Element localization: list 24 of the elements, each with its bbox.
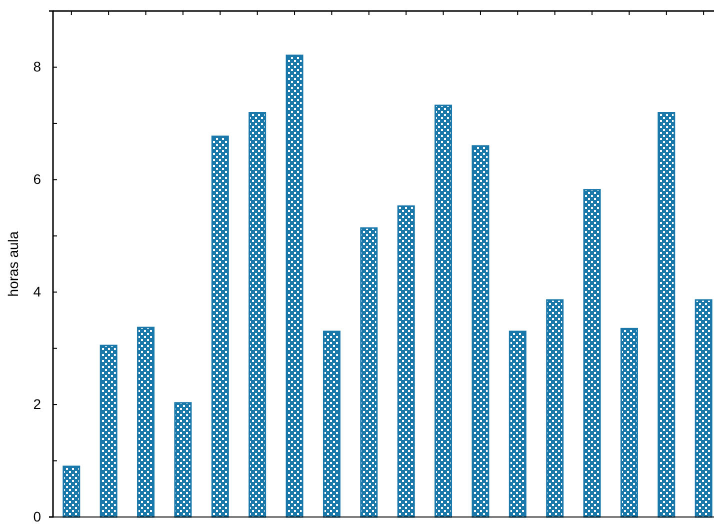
y-axis-title: horas aula (5, 231, 21, 297)
bar (620, 328, 638, 518)
bar (137, 326, 155, 518)
bar (100, 344, 118, 518)
bar (360, 227, 378, 518)
bar (248, 112, 266, 518)
bar (583, 189, 601, 518)
bar (211, 136, 229, 518)
bar (322, 330, 340, 518)
bar (434, 104, 452, 518)
bar (397, 205, 415, 518)
bar (694, 299, 712, 518)
bar (174, 402, 192, 518)
y-tick-label: 2 (33, 396, 42, 412)
y-tick-label: 4 (33, 284, 42, 300)
bar (472, 145, 490, 518)
bar (508, 330, 526, 518)
bar (62, 466, 80, 518)
y-tick-label: 8 (33, 58, 42, 75)
bar (658, 112, 676, 518)
y-tick-label: 0 (33, 508, 42, 524)
bar (286, 54, 304, 518)
y-tick-label: 6 (33, 171, 42, 188)
bar (546, 299, 564, 518)
